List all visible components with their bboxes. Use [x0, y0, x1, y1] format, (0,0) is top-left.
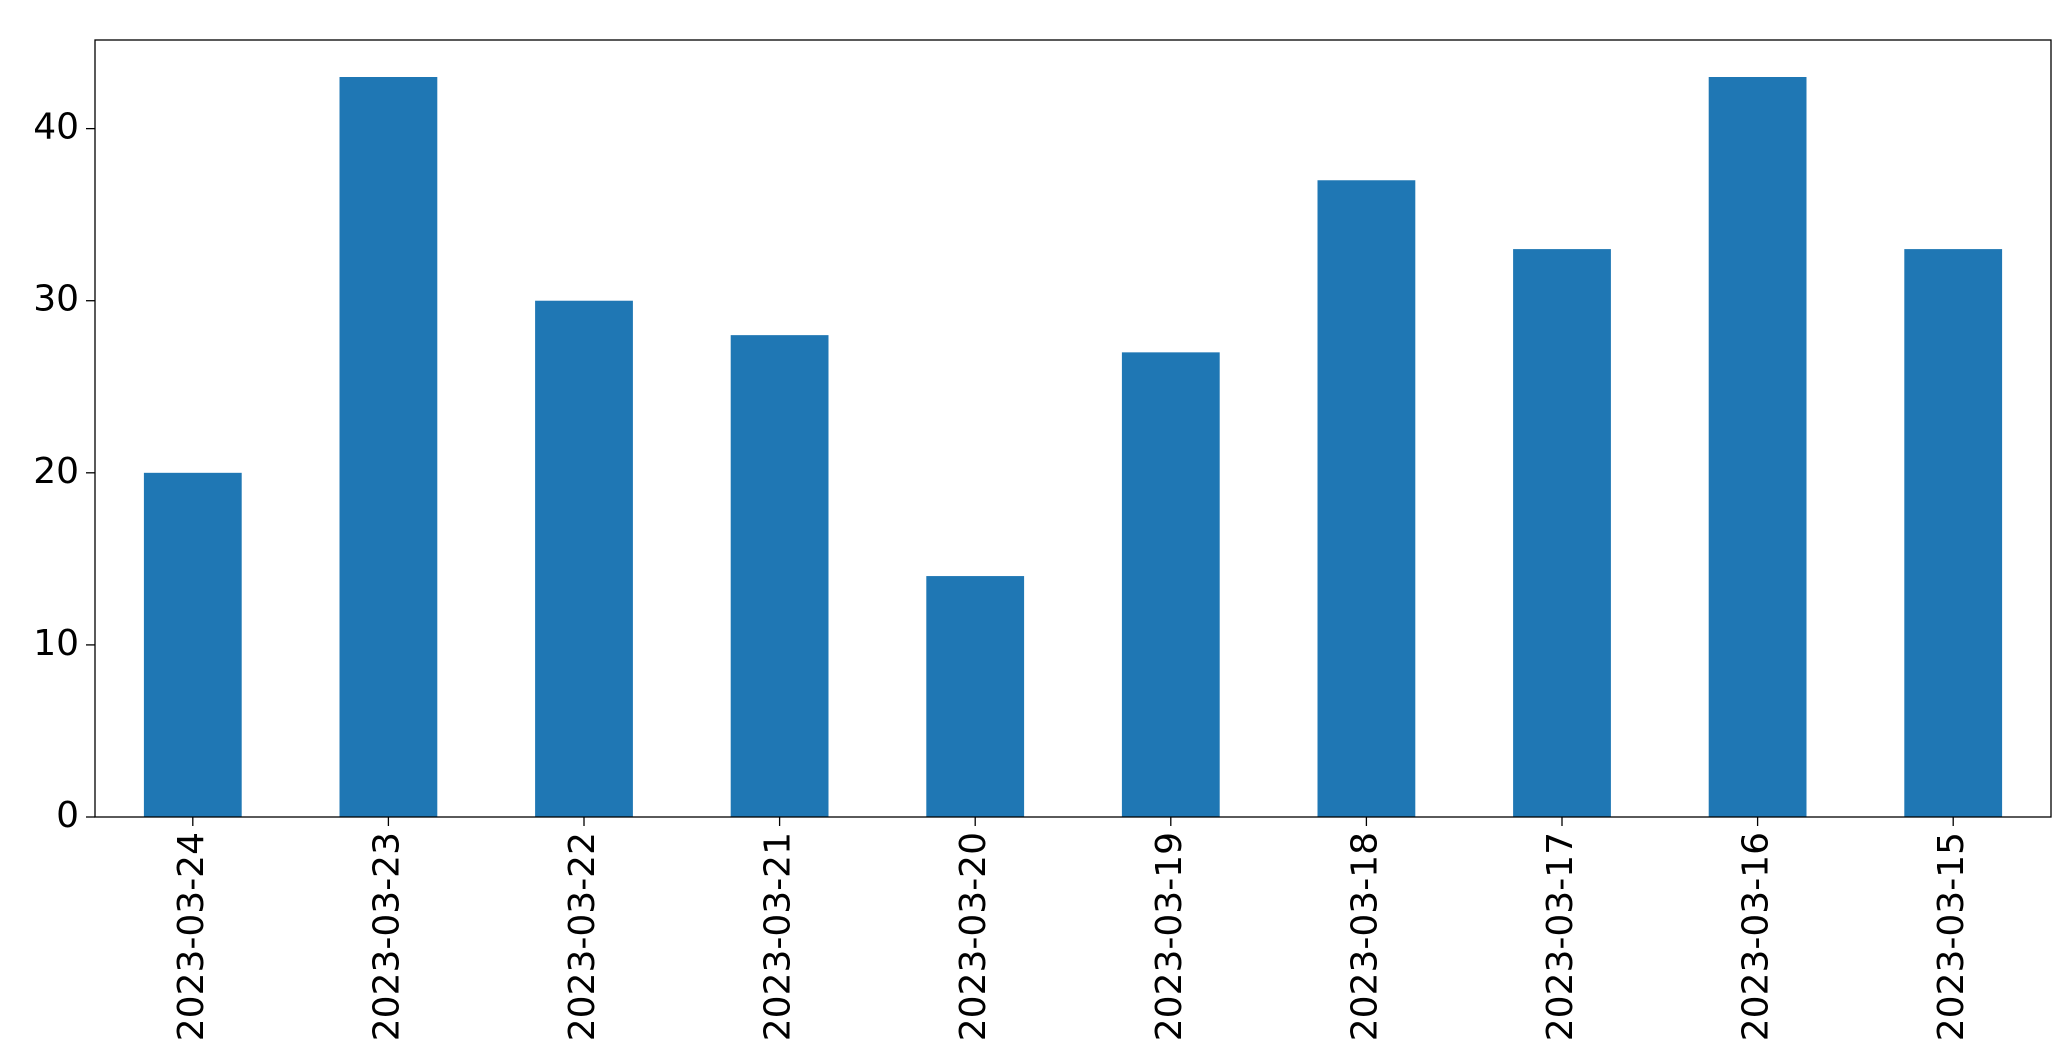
- y-tick-label: 10: [33, 623, 79, 664]
- bar: [926, 576, 1025, 817]
- x-tick-label: 2023-03-23: [366, 832, 407, 1041]
- bar: [1317, 180, 1416, 818]
- x-tick-label: 2023-03-16: [1736, 832, 1777, 1041]
- x-tick-label: 2023-03-18: [1344, 832, 1385, 1041]
- bar: [1121, 352, 1220, 817]
- bar: [730, 335, 829, 817]
- x-tick-label: 2023-03-20: [953, 832, 994, 1041]
- axes-frame: [94, 39, 2052, 818]
- y-tick-label: 30: [33, 279, 79, 320]
- bar: [1708, 77, 1807, 817]
- bar: [535, 300, 633, 817]
- x-tick-label: 2023-03-19: [1149, 832, 1190, 1041]
- x-tick-label: 2023-03-17: [1540, 832, 1581, 1041]
- bar: [339, 77, 438, 817]
- x-tick-label: 2023-03-24: [171, 832, 212, 1041]
- y-tick-label: 20: [33, 451, 79, 492]
- x-tick-label: 2023-03-21: [758, 832, 799, 1041]
- bar: [143, 472, 242, 817]
- bar: [1513, 249, 1611, 817]
- x-tick-label: 2023-03-22: [562, 832, 603, 1041]
- y-tick-label: 40: [33, 107, 79, 148]
- bar: [1904, 249, 2003, 817]
- y-tick-label: 0: [56, 795, 79, 836]
- x-tick-label: 2023-03-15: [1931, 832, 1972, 1041]
